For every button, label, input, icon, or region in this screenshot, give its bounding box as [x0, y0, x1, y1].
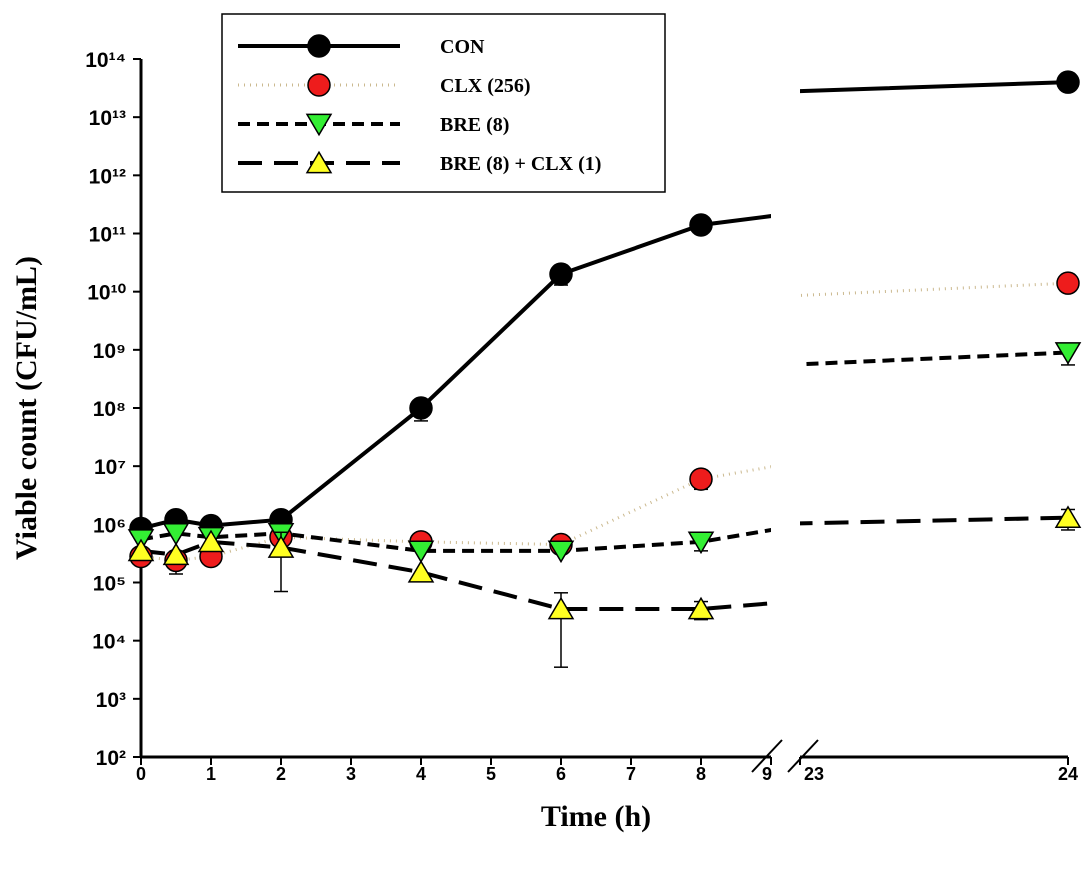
x-tick-label: 24	[1058, 764, 1078, 784]
y-tick-label: 10²	[96, 747, 126, 770]
x-tick-label: 9	[762, 764, 772, 784]
data-point	[407, 559, 435, 583]
legend-label: CLX (256)	[440, 75, 531, 97]
data-point	[547, 596, 575, 620]
data-point	[162, 522, 190, 546]
data-point	[409, 396, 433, 420]
x-tick-label: 0	[136, 764, 146, 784]
x-tick-label: 2	[276, 764, 286, 784]
data-point	[689, 467, 713, 491]
data-point	[162, 542, 190, 566]
data-point	[267, 535, 295, 558]
y-tick-label: 10⁵	[93, 573, 126, 596]
y-tick-label: 10⁹	[93, 340, 126, 363]
data-point	[687, 596, 715, 620]
data-point	[549, 262, 573, 286]
y-tick-label: 10⁶	[93, 514, 126, 537]
data-point	[1056, 70, 1080, 94]
legend-marker	[305, 150, 333, 174]
x-tick-label: 1	[206, 764, 216, 784]
y-tick-label: 10¹¹	[89, 224, 126, 247]
legend-label: CON	[440, 36, 485, 58]
y-tick-label: 10⁴	[92, 631, 126, 654]
data-point	[407, 540, 435, 564]
y-tick-label: 10⁸	[93, 398, 126, 421]
y-tick-label: 10¹⁰	[87, 282, 126, 305]
axis-break	[751, 739, 783, 773]
data-point	[1056, 271, 1080, 295]
y-tick-label: 10³	[96, 689, 126, 712]
x-tick-label: 6	[556, 764, 566, 784]
legend: CON CLX (256) BRE (8) BRE (8) + CLX (1)	[221, 13, 666, 193]
data-point	[689, 213, 713, 237]
y-tick-label: 10¹⁴	[85, 49, 126, 72]
axis-break	[787, 739, 819, 773]
x-tick-label: 23	[804, 764, 824, 784]
series-line	[800, 281, 1069, 297]
data-point	[127, 538, 155, 562]
legend-marker	[307, 73, 331, 97]
data-point	[547, 540, 575, 564]
legend-marker	[305, 113, 333, 137]
x-tick-label: 7	[626, 764, 636, 784]
data-point	[1054, 505, 1082, 529]
data-point	[197, 529, 225, 553]
series-line	[800, 515, 1069, 526]
y-axis-title: Viable count (CFU/mL)	[10, 256, 43, 560]
y-tick-label: 10⁷	[94, 456, 126, 479]
y-tick-label: 10¹³	[89, 107, 126, 130]
data-point	[687, 531, 715, 555]
x-tick-label: 4	[416, 764, 426, 784]
x-tick-label: 3	[346, 764, 356, 784]
x-axis-title: Time (h)	[541, 800, 651, 833]
legend-marker	[307, 34, 331, 58]
x-tick-label: 8	[696, 764, 706, 784]
x-tick-label: 5	[486, 764, 496, 784]
legend-label: BRE (8) + CLX (1)	[440, 153, 601, 175]
legend-label: BRE (8)	[440, 114, 509, 136]
data-point	[1054, 342, 1082, 365]
y-tick-label: 10¹²	[89, 165, 126, 188]
